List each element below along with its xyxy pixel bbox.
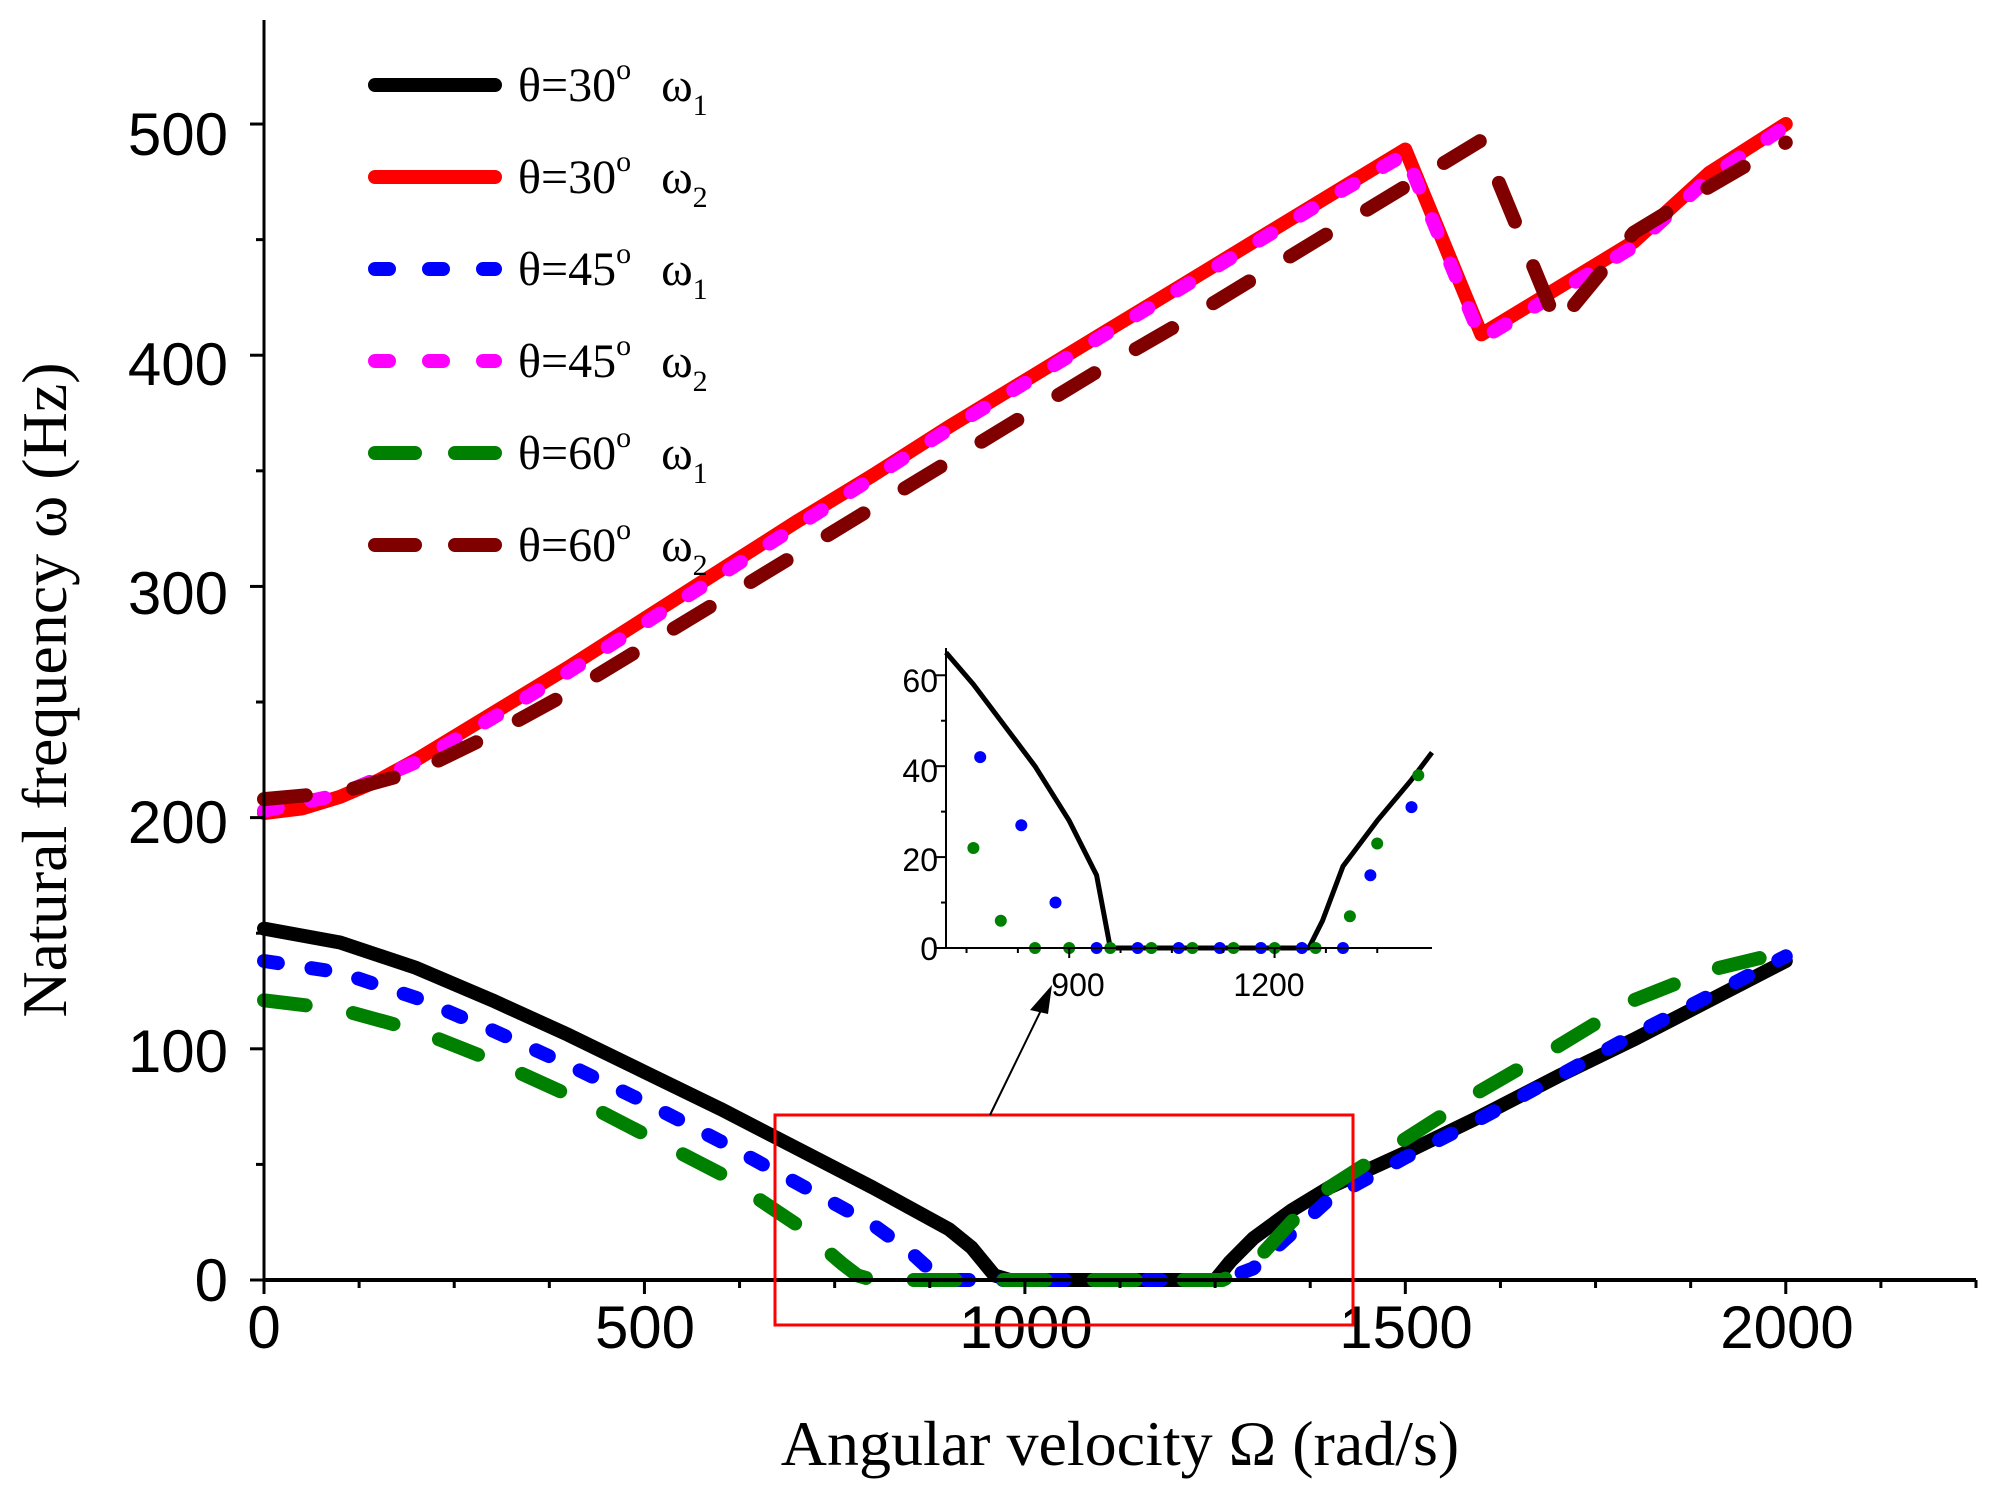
inset-ticks — [936, 674, 1379, 958]
inset-x-tick-label: 900 — [1051, 967, 1104, 1003]
legend-label: θ=30o ω1 — [518, 53, 708, 122]
inset-data-point — [967, 842, 980, 854]
series-line-3 — [257, 949, 1793, 1287]
inset-data-point — [1049, 896, 1062, 909]
inset-data-point — [974, 751, 987, 764]
x-tick-label: 2000 — [1720, 1294, 1853, 1361]
legend-label: θ=60o ω1 — [518, 421, 708, 490]
legend: θ=30o ω1 θ=30o ω2 θ=45o ω1 θ=45o ω2 θ=60o ω1 θ=60o… — [368, 53, 708, 582]
inset-data-point — [994, 914, 1007, 927]
main-ticks — [250, 122, 1978, 1294]
x-axis-title: Angular velocity Ω (rad/s) — [781, 1408, 1459, 1479]
legend-label: θ=45o ω2 — [518, 329, 708, 398]
inset-zoom-chart: 0 20 40 60 900 1200 — [902, 640, 1434, 1003]
inset-data-point — [1364, 869, 1377, 882]
inset-data-point — [1371, 837, 1384, 850]
x-tick-label: 1500 — [1339, 1294, 1472, 1361]
inset-data-point — [1343, 910, 1356, 923]
inset-y-tick-label: 60 — [902, 663, 938, 699]
y-tick-label: 400 — [128, 331, 228, 398]
inset-y-tick-label: 0 — [920, 931, 938, 967]
series-line-6 — [257, 133, 1793, 807]
legend-label: θ=45o ω1 — [518, 237, 708, 306]
inset-data-point — [1405, 801, 1418, 814]
inset-data-point — [1015, 819, 1028, 832]
legend-label: θ=30o ω2 — [518, 145, 708, 214]
zoom-arrow — [989, 985, 1052, 1116]
y-tick-label: 0 — [195, 1247, 228, 1314]
inset-data-point — [1412, 769, 1425, 782]
y-tick-label: 100 — [128, 1018, 228, 1085]
x-tick-label: 1000 — [959, 1294, 1092, 1361]
y-tick-label: 500 — [128, 101, 228, 168]
x-tick-label: 0 — [247, 1294, 280, 1361]
zoom-region-box — [773, 1113, 1355, 1327]
y-tick-label: 200 — [128, 789, 228, 856]
y-axis-title: Natural frequency ω (Hz) — [9, 362, 80, 1017]
inset-y-tick-label: 20 — [902, 842, 938, 878]
y-tick-label: 300 — [128, 560, 228, 627]
series-line-4 — [257, 119, 1793, 818]
legend-label: θ=60o ω2 — [518, 513, 708, 582]
x-tick-label: 500 — [595, 1294, 695, 1361]
inset-x-tick-label: 1200 — [1233, 967, 1304, 1003]
inset-y-tick-label: 40 — [902, 753, 938, 789]
